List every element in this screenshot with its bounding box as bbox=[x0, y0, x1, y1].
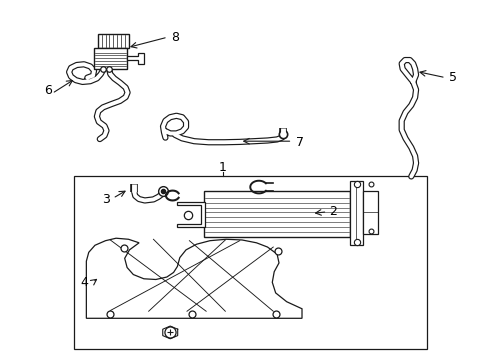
Polygon shape bbox=[127, 53, 143, 64]
Text: 1: 1 bbox=[219, 161, 226, 174]
Polygon shape bbox=[177, 202, 205, 226]
Text: 7: 7 bbox=[295, 136, 303, 149]
Polygon shape bbox=[349, 181, 363, 245]
Bar bbox=[93, 48, 127, 69]
Polygon shape bbox=[203, 191, 349, 237]
Bar bbox=[363, 191, 377, 234]
Text: 3: 3 bbox=[102, 193, 109, 206]
Text: 8: 8 bbox=[171, 31, 179, 44]
Polygon shape bbox=[86, 238, 302, 318]
Text: 5: 5 bbox=[448, 71, 456, 84]
Text: 6: 6 bbox=[44, 84, 52, 96]
Bar bbox=[74, 176, 426, 349]
Text: 4: 4 bbox=[80, 276, 88, 289]
Bar bbox=[98, 34, 129, 48]
Text: 2: 2 bbox=[328, 205, 336, 218]
